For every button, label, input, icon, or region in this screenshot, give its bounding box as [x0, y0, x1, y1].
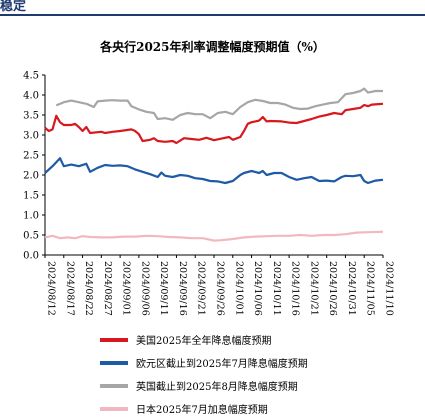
x-tick-label: 2024/08/27: [102, 261, 113, 316]
section-header-text: 稳定: [0, 0, 27, 14]
x-tick-label: 2024/09/16: [177, 261, 188, 316]
series-line-4: [44, 230, 384, 242]
x-tick-label: 2024/10/11: [271, 261, 282, 316]
x-tick-label: 2024/11/05: [365, 261, 376, 316]
x-tick-label: 2024/09/26: [215, 261, 226, 316]
y-tick-label: 0.0: [23, 251, 39, 262]
x-tick-label: 2024/10/16: [290, 261, 301, 316]
series-line-3: [55, 87, 383, 121]
x-tick-label: 2024/09/06: [139, 261, 150, 316]
legend-label: 英国截止到2025年8月降息幅度预期: [136, 382, 298, 393]
y-tick-label: 4.5: [23, 71, 39, 82]
y-tick-label: 3.0: [23, 131, 39, 142]
x-tick-label: 2024/10/31: [346, 261, 357, 316]
legend-label: 日本2025年7月加息幅度预期: [136, 405, 268, 416]
y-tick-label: 3.5: [23, 111, 39, 122]
y-tick-label: 2.0: [23, 171, 39, 182]
legend-item: 英国截止到2025年8月降息幅度预期: [100, 374, 308, 397]
legend-swatch: [100, 337, 128, 342]
y-tick-label: 1.0: [23, 211, 39, 222]
y-tick-label: 2.5: [23, 151, 39, 162]
x-tick-label: 2024/09/11: [158, 261, 169, 316]
legend-label: 欧元区截止到2025年7月降息幅度预期: [136, 359, 308, 370]
x-tick-label: 2024/08/22: [83, 261, 94, 316]
y-tick-label: 0.5: [23, 231, 39, 242]
y-tick-label: 4.0: [23, 91, 39, 102]
legend-swatch: [100, 406, 128, 411]
x-tick-label: 2024/10/21: [308, 261, 319, 316]
x-tick-label: 2024/08/17: [64, 261, 75, 316]
x-tick-label: 2024/08/12: [46, 261, 57, 316]
x-tick-label: 2024/09/21: [196, 261, 207, 316]
legend-item: 日本2025年7月加息幅度预期: [100, 397, 308, 420]
chart-title: 各央行2025年利率调整幅度预期值（%）: [100, 40, 325, 54]
x-tick-label: 2024/10/01: [233, 261, 244, 316]
legend-swatch: [100, 383, 128, 388]
line-chart: 0.0 0.5 1.0 1.5 2.0 2.5 3.0 3.5 4.0 4.5 2024/08/12…: [23, 71, 395, 316]
series-line-2: [44, 157, 384, 185]
x-tick-label: 2024/09/01: [121, 261, 132, 316]
x-tick-label: 2024/11/10: [384, 261, 395, 316]
legend-item: 欧元区截止到2025年7月降息幅度预期: [100, 351, 308, 374]
section-header-rule: [0, 14, 425, 16]
legend-swatch: [100, 360, 128, 365]
legend-label: 美国2025年全年降息幅度预期: [136, 336, 272, 347]
x-tick-label: 2024/10/06: [252, 261, 263, 316]
x-tick-label: 2024/10/26: [327, 261, 338, 316]
legend-item: 美国2025年全年降息幅度预期: [100, 328, 308, 351]
series-line-1: [44, 102, 384, 145]
y-tick-label: 1.5: [23, 191, 39, 202]
chart-legend: 美国2025年全年降息幅度预期欧元区截止到2025年7月降息幅度预期 英国截止到2…: [100, 328, 308, 420]
